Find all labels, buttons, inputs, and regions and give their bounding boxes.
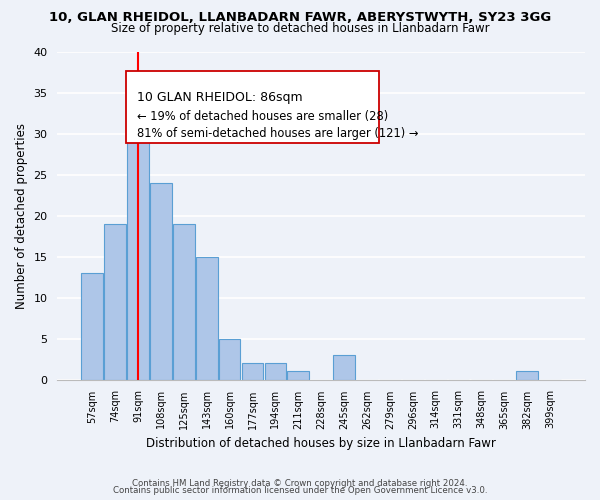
Bar	[127, 134, 149, 380]
Bar	[265, 363, 286, 380]
Bar	[150, 182, 172, 380]
Text: ← 19% of detached houses are smaller (28): ← 19% of detached houses are smaller (28…	[137, 110, 388, 122]
Text: 81% of semi-detached houses are larger (121) →: 81% of semi-detached houses are larger (…	[137, 127, 418, 140]
Bar	[333, 355, 355, 380]
Bar	[219, 338, 241, 380]
Text: Contains public sector information licensed under the Open Government Licence v3: Contains public sector information licen…	[113, 486, 487, 495]
Text: Size of property relative to detached houses in Llanbadarn Fawr: Size of property relative to detached ho…	[110, 22, 490, 35]
FancyBboxPatch shape	[126, 71, 379, 144]
Bar	[104, 224, 126, 380]
Text: 10, GLAN RHEIDOL, LLANBADARN FAWR, ABERYSTWYTH, SY23 3GG: 10, GLAN RHEIDOL, LLANBADARN FAWR, ABERY…	[49, 11, 551, 24]
Bar	[287, 372, 309, 380]
Bar	[242, 363, 263, 380]
Text: 10 GLAN RHEIDOL: 86sqm: 10 GLAN RHEIDOL: 86sqm	[137, 91, 302, 104]
Text: Contains HM Land Registry data © Crown copyright and database right 2024.: Contains HM Land Registry data © Crown c…	[132, 478, 468, 488]
Bar	[173, 224, 195, 380]
Bar	[196, 256, 218, 380]
Bar	[82, 273, 103, 380]
Y-axis label: Number of detached properties: Number of detached properties	[15, 122, 28, 308]
Bar	[517, 372, 538, 380]
X-axis label: Distribution of detached houses by size in Llanbadarn Fawr: Distribution of detached houses by size …	[146, 437, 496, 450]
